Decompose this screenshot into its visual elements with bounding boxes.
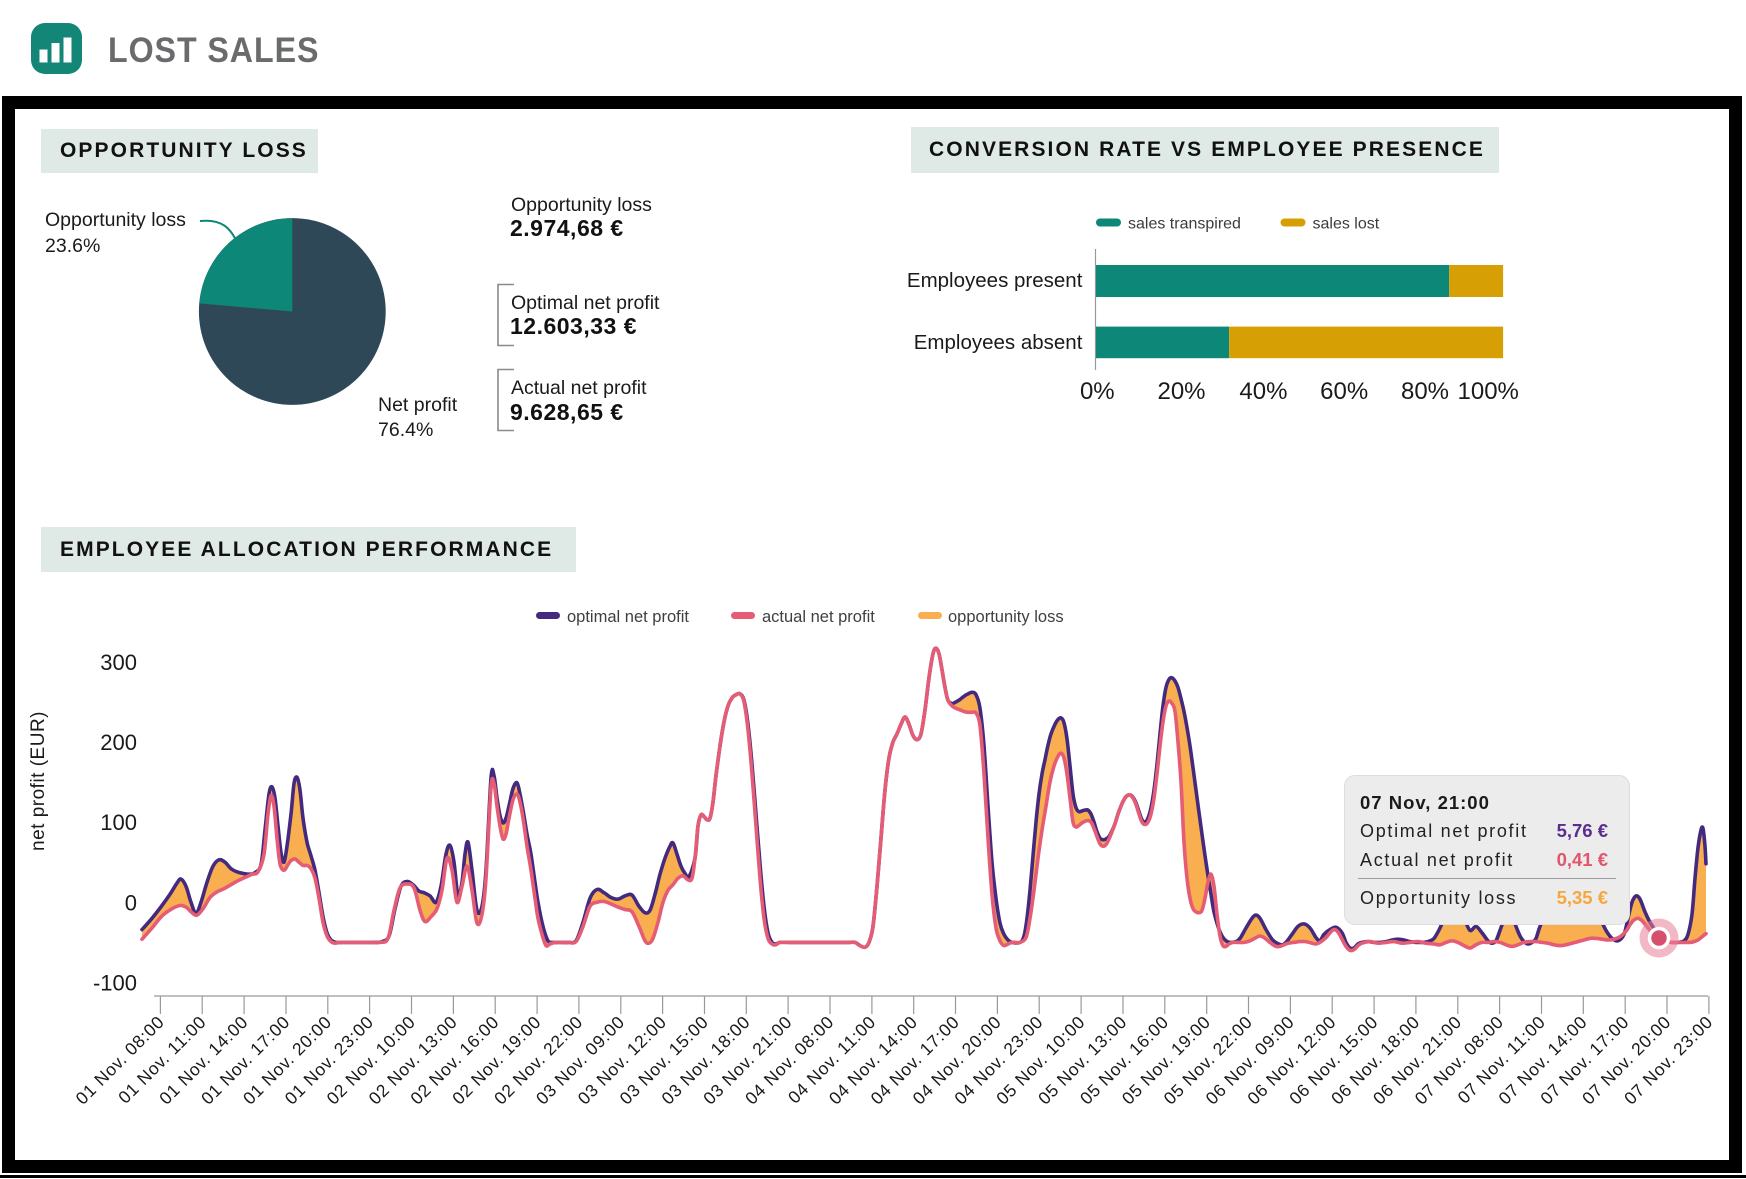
svg-text:opportunity loss: opportunity loss: [948, 608, 1064, 626]
svg-text:Net profit: Net profit: [378, 394, 458, 416]
svg-text:200: 200: [100, 730, 137, 755]
svg-text:76.4%: 76.4%: [378, 419, 433, 441]
svg-text:300: 300: [100, 650, 137, 675]
svg-text:Employees present: Employees present: [907, 269, 1083, 292]
svg-text:80%: 80%: [1401, 378, 1449, 405]
svg-text:40%: 40%: [1239, 378, 1287, 405]
svg-text:-100: -100: [93, 971, 137, 996]
svg-text:Employees absent: Employees absent: [914, 331, 1083, 354]
svg-text:sales transpired: sales transpired: [1128, 216, 1241, 233]
svg-text:optimal net profit: optimal net profit: [567, 608, 689, 626]
svg-text:sales lost: sales lost: [1313, 216, 1380, 233]
svg-text:100: 100: [100, 810, 137, 835]
svg-text:20%: 20%: [1157, 378, 1205, 405]
svg-text:Opportunity loss: Opportunity loss: [45, 209, 186, 231]
svg-text:actual net profit: actual net profit: [762, 608, 875, 626]
svg-text:0%: 0%: [1080, 378, 1115, 405]
svg-text:60%: 60%: [1320, 378, 1368, 405]
svg-text:23.6%: 23.6%: [45, 235, 100, 257]
svg-text:0: 0: [125, 890, 137, 915]
svg-text:net profit (EUR): net profit (EUR): [28, 711, 49, 851]
svg-text:100%: 100%: [1458, 378, 1519, 405]
